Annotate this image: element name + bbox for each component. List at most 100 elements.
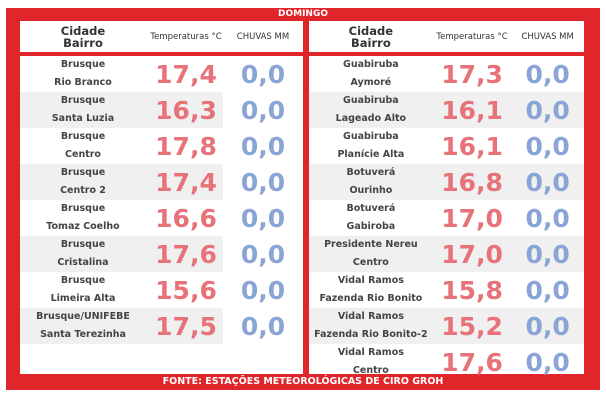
table-row: Vidal Ramos Fazenda Rio Bonito-2 15,2 0,0 xyxy=(309,308,584,344)
city-name: Guabiruba xyxy=(343,59,399,70)
city-name: Brusque xyxy=(60,275,106,286)
district-name: Centro xyxy=(65,149,101,160)
district-name: Fazenda Rio Bonito-2 xyxy=(314,329,428,340)
district-name: Tomaz Coelho xyxy=(46,221,120,232)
table-row: Botuverá Ourinho 16,8 0,0 xyxy=(309,164,584,200)
station-cell: Brusque/UNIFEBE Santa Terezinha xyxy=(20,308,146,344)
station-cell: Vidal Ramos Fazenda Rio Bonito xyxy=(309,272,433,308)
temperature-value: 16,3 xyxy=(155,95,217,125)
header-rain: CHUVAS MM xyxy=(236,31,290,42)
table-row: Brusque Centro 2 17,4 0,0 xyxy=(20,164,303,200)
city-name: Brusque xyxy=(60,203,106,214)
city-name: Brusque xyxy=(60,95,106,106)
rain-value: 0,0 xyxy=(240,95,286,125)
rain-value: 0,0 xyxy=(240,311,286,341)
city-name: Brusque xyxy=(60,239,106,250)
district-name: Aymoré xyxy=(350,77,392,88)
header-temp: Temperaturas °C xyxy=(436,31,508,42)
table-row: Guabiruba Lageado Alto 16,1 0,0 xyxy=(309,92,584,128)
temperature-value: 16,1 xyxy=(441,131,503,161)
city-name: Brusque xyxy=(60,59,106,70)
city-name: Presidente Nereu xyxy=(324,239,418,250)
district-name: Planície Alta xyxy=(337,149,405,160)
weather-table: DOMINGO Cidade Bairro Temperaturas °C CHU… xyxy=(6,8,600,390)
table-header: Cidade Bairro Temperaturas °C CHUVAS MM xyxy=(20,21,303,56)
header-city: Cidade xyxy=(60,23,106,38)
temperature-value: 17,3 xyxy=(441,59,503,89)
source-footer: FONTE: ESTAÇÕES METEOROLÓGICAS DE CIRO G… xyxy=(162,376,444,387)
district-name: Santa Terezinha xyxy=(40,329,126,340)
day-title: DOMINGO xyxy=(278,9,328,19)
temperature-value: 17,8 xyxy=(155,131,217,161)
left-panel: Cidade Bairro Temperaturas °C CHUVAS MM B… xyxy=(20,21,303,374)
rain-value: 0,0 xyxy=(525,239,570,269)
city-name: Vidal Ramos xyxy=(337,275,404,286)
district-name: Lageado Alto xyxy=(335,113,407,124)
table-row: Brusque/UNIFEBE Santa Terezinha 17,5 0,0 xyxy=(20,308,303,344)
temperature-value: 15,8 xyxy=(441,275,503,305)
city-name: Botuverá xyxy=(346,167,396,178)
temperature-value: 17,6 xyxy=(155,239,217,269)
rain-value: 0,0 xyxy=(240,167,286,197)
table-row: Brusque Centro 17,8 0,0 xyxy=(20,128,303,164)
temperature-value: 17,0 xyxy=(441,239,503,269)
table-row: Vidal Ramos Centro 17,6 0,0 xyxy=(309,344,584,380)
table-row: Botuverá Gabiroba 17,0 0,0 xyxy=(309,200,584,236)
table-row: Brusque Rio Branco 17,4 0,0 xyxy=(20,56,303,92)
rain-value: 0,0 xyxy=(525,311,570,341)
station-cell: Brusque Centro xyxy=(20,128,146,164)
temperature-value: 16,8 xyxy=(441,167,503,197)
temperature-value: 17,6 xyxy=(441,347,503,377)
table-row: Guabiruba Planície Alta 16,1 0,0 xyxy=(309,128,584,164)
station-cell: Guabiruba Lageado Alto xyxy=(309,92,433,128)
district-name: Limeira Alta xyxy=(50,293,116,304)
city-name: Vidal Ramos xyxy=(337,347,404,358)
district-name: Centro xyxy=(352,365,389,376)
rain-value: 0,0 xyxy=(525,131,570,161)
city-name: Vidal Ramos xyxy=(337,311,404,322)
station-cell: Presidente Nereu Centro xyxy=(309,236,433,272)
temperature-value: 15,6 xyxy=(155,275,217,305)
temperature-value: 17,5 xyxy=(155,311,217,341)
station-cell: Brusque Santa Luzia xyxy=(20,92,146,128)
header-temp: Temperaturas °C xyxy=(150,31,222,42)
station-cell: Guabiruba Planície Alta xyxy=(309,128,433,164)
district-name: Santa Luzia xyxy=(51,113,115,124)
station-cell: Botuverá Ourinho xyxy=(309,164,433,200)
station-cell: Botuverá Gabiroba xyxy=(309,200,433,236)
temperature-value: 17,4 xyxy=(155,59,217,89)
city-name: Guabiruba xyxy=(343,95,399,106)
station-cell: Brusque Limeira Alta xyxy=(20,272,146,308)
rain-value: 0,0 xyxy=(240,239,286,269)
header-district: Bairro xyxy=(63,35,103,50)
table-row: Guabiruba Aymoré 17,3 0,0 xyxy=(309,56,584,92)
temperature-value: 17,0 xyxy=(441,203,503,233)
right-panel: Cidade Bairro Temperaturas °C CHUVAS MM G… xyxy=(309,21,584,377)
table-row: Brusque Cristalina 17,6 0,0 xyxy=(20,236,303,272)
district-name: Centro 2 xyxy=(60,185,106,196)
table-row: Vidal Ramos Fazenda Rio Bonito 15,8 0,0 xyxy=(309,272,584,308)
temperature-value: 17,4 xyxy=(155,167,217,197)
city-name: Botuverá xyxy=(346,203,396,214)
district-name: Rio Branco xyxy=(54,77,112,88)
table-row: Brusque Santa Luzia 16,3 0,0 xyxy=(20,92,303,128)
station-cell: Brusque Rio Branco xyxy=(20,56,146,92)
table-header: Cidade Bairro Temperaturas °C CHUVAS MM xyxy=(309,21,584,56)
station-cell: Brusque Centro 2 xyxy=(20,164,146,200)
district-name: Centro xyxy=(352,257,389,268)
city-name: Brusque/UNIFEBE xyxy=(36,311,130,322)
city-name: Brusque xyxy=(60,167,106,178)
district-name: Ourinho xyxy=(349,185,393,196)
rain-value: 0,0 xyxy=(525,167,570,197)
table-row: Brusque Limeira Alta 15,6 0,0 xyxy=(20,272,303,308)
header-city: Cidade xyxy=(348,23,394,38)
station-cell: Brusque Cristalina xyxy=(20,236,146,272)
rain-value: 0,0 xyxy=(525,347,570,377)
table-row: Presidente Nereu Centro 17,0 0,0 xyxy=(309,236,584,272)
header-district: Bairro xyxy=(351,35,391,50)
station-cell: Guabiruba Aymoré xyxy=(309,56,433,92)
rain-value: 0,0 xyxy=(240,131,286,161)
rain-value: 0,0 xyxy=(240,59,286,89)
rain-value: 0,0 xyxy=(525,203,570,233)
city-name: Brusque xyxy=(60,131,106,142)
